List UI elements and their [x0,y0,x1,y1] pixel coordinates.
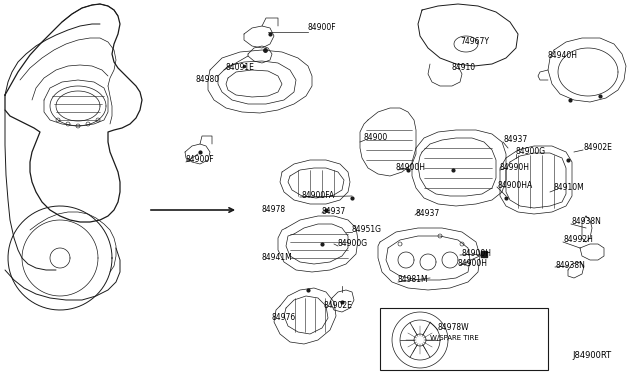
Text: 84910M: 84910M [553,183,584,192]
Text: 84980: 84980 [196,76,220,84]
Text: 84900H: 84900H [462,250,492,259]
Text: W/SPARE TIRE: W/SPARE TIRE [430,335,479,341]
Text: 84937: 84937 [503,135,527,144]
Text: 84990H: 84990H [500,164,530,173]
Text: 84900G: 84900G [516,148,546,157]
Text: 84951G: 84951G [352,225,382,234]
Text: 74967Y: 74967Y [460,38,489,46]
Text: 84900HA: 84900HA [497,180,532,189]
Text: 84981M: 84981M [398,276,429,285]
Text: 84937: 84937 [322,206,346,215]
Text: 84900FA: 84900FA [302,190,335,199]
Text: J84900RT: J84900RT [572,352,611,360]
Bar [380,308,548,370]
Text: 84900F: 84900F [308,23,337,32]
Text: 84091E: 84091E [226,64,255,73]
Text: 84900H: 84900H [395,164,425,173]
Text: 84992H: 84992H [563,235,593,244]
Text: 84978W: 84978W [438,324,470,333]
Text: 84937: 84937 [415,208,439,218]
Text: 84938N: 84938N [571,218,601,227]
Text: 84910: 84910 [452,64,476,73]
Text: 84900H: 84900H [458,259,488,267]
Text: 84940H: 84940H [548,51,578,61]
Text: 84902E: 84902E [583,144,612,153]
Text: 84941M: 84941M [262,253,292,263]
Text: 84900: 84900 [363,134,387,142]
Text: 84900G: 84900G [338,240,368,248]
Text: 84978: 84978 [262,205,286,215]
Text: 84976: 84976 [272,314,296,323]
Text: 84900F: 84900F [185,155,214,164]
Text: 84902E: 84902E [324,301,353,310]
Text: 84938N: 84938N [555,260,585,269]
